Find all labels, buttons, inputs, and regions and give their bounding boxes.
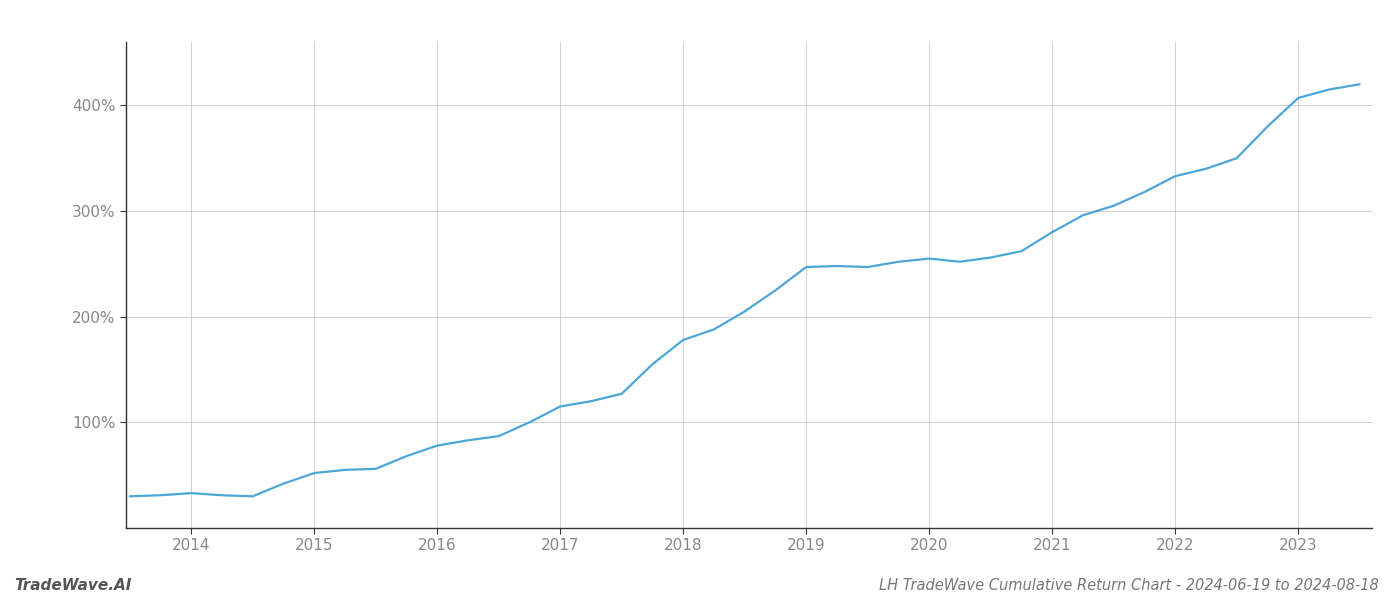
Text: TradeWave.AI: TradeWave.AI	[14, 578, 132, 593]
Text: LH TradeWave Cumulative Return Chart - 2024-06-19 to 2024-08-18: LH TradeWave Cumulative Return Chart - 2…	[879, 578, 1379, 593]
